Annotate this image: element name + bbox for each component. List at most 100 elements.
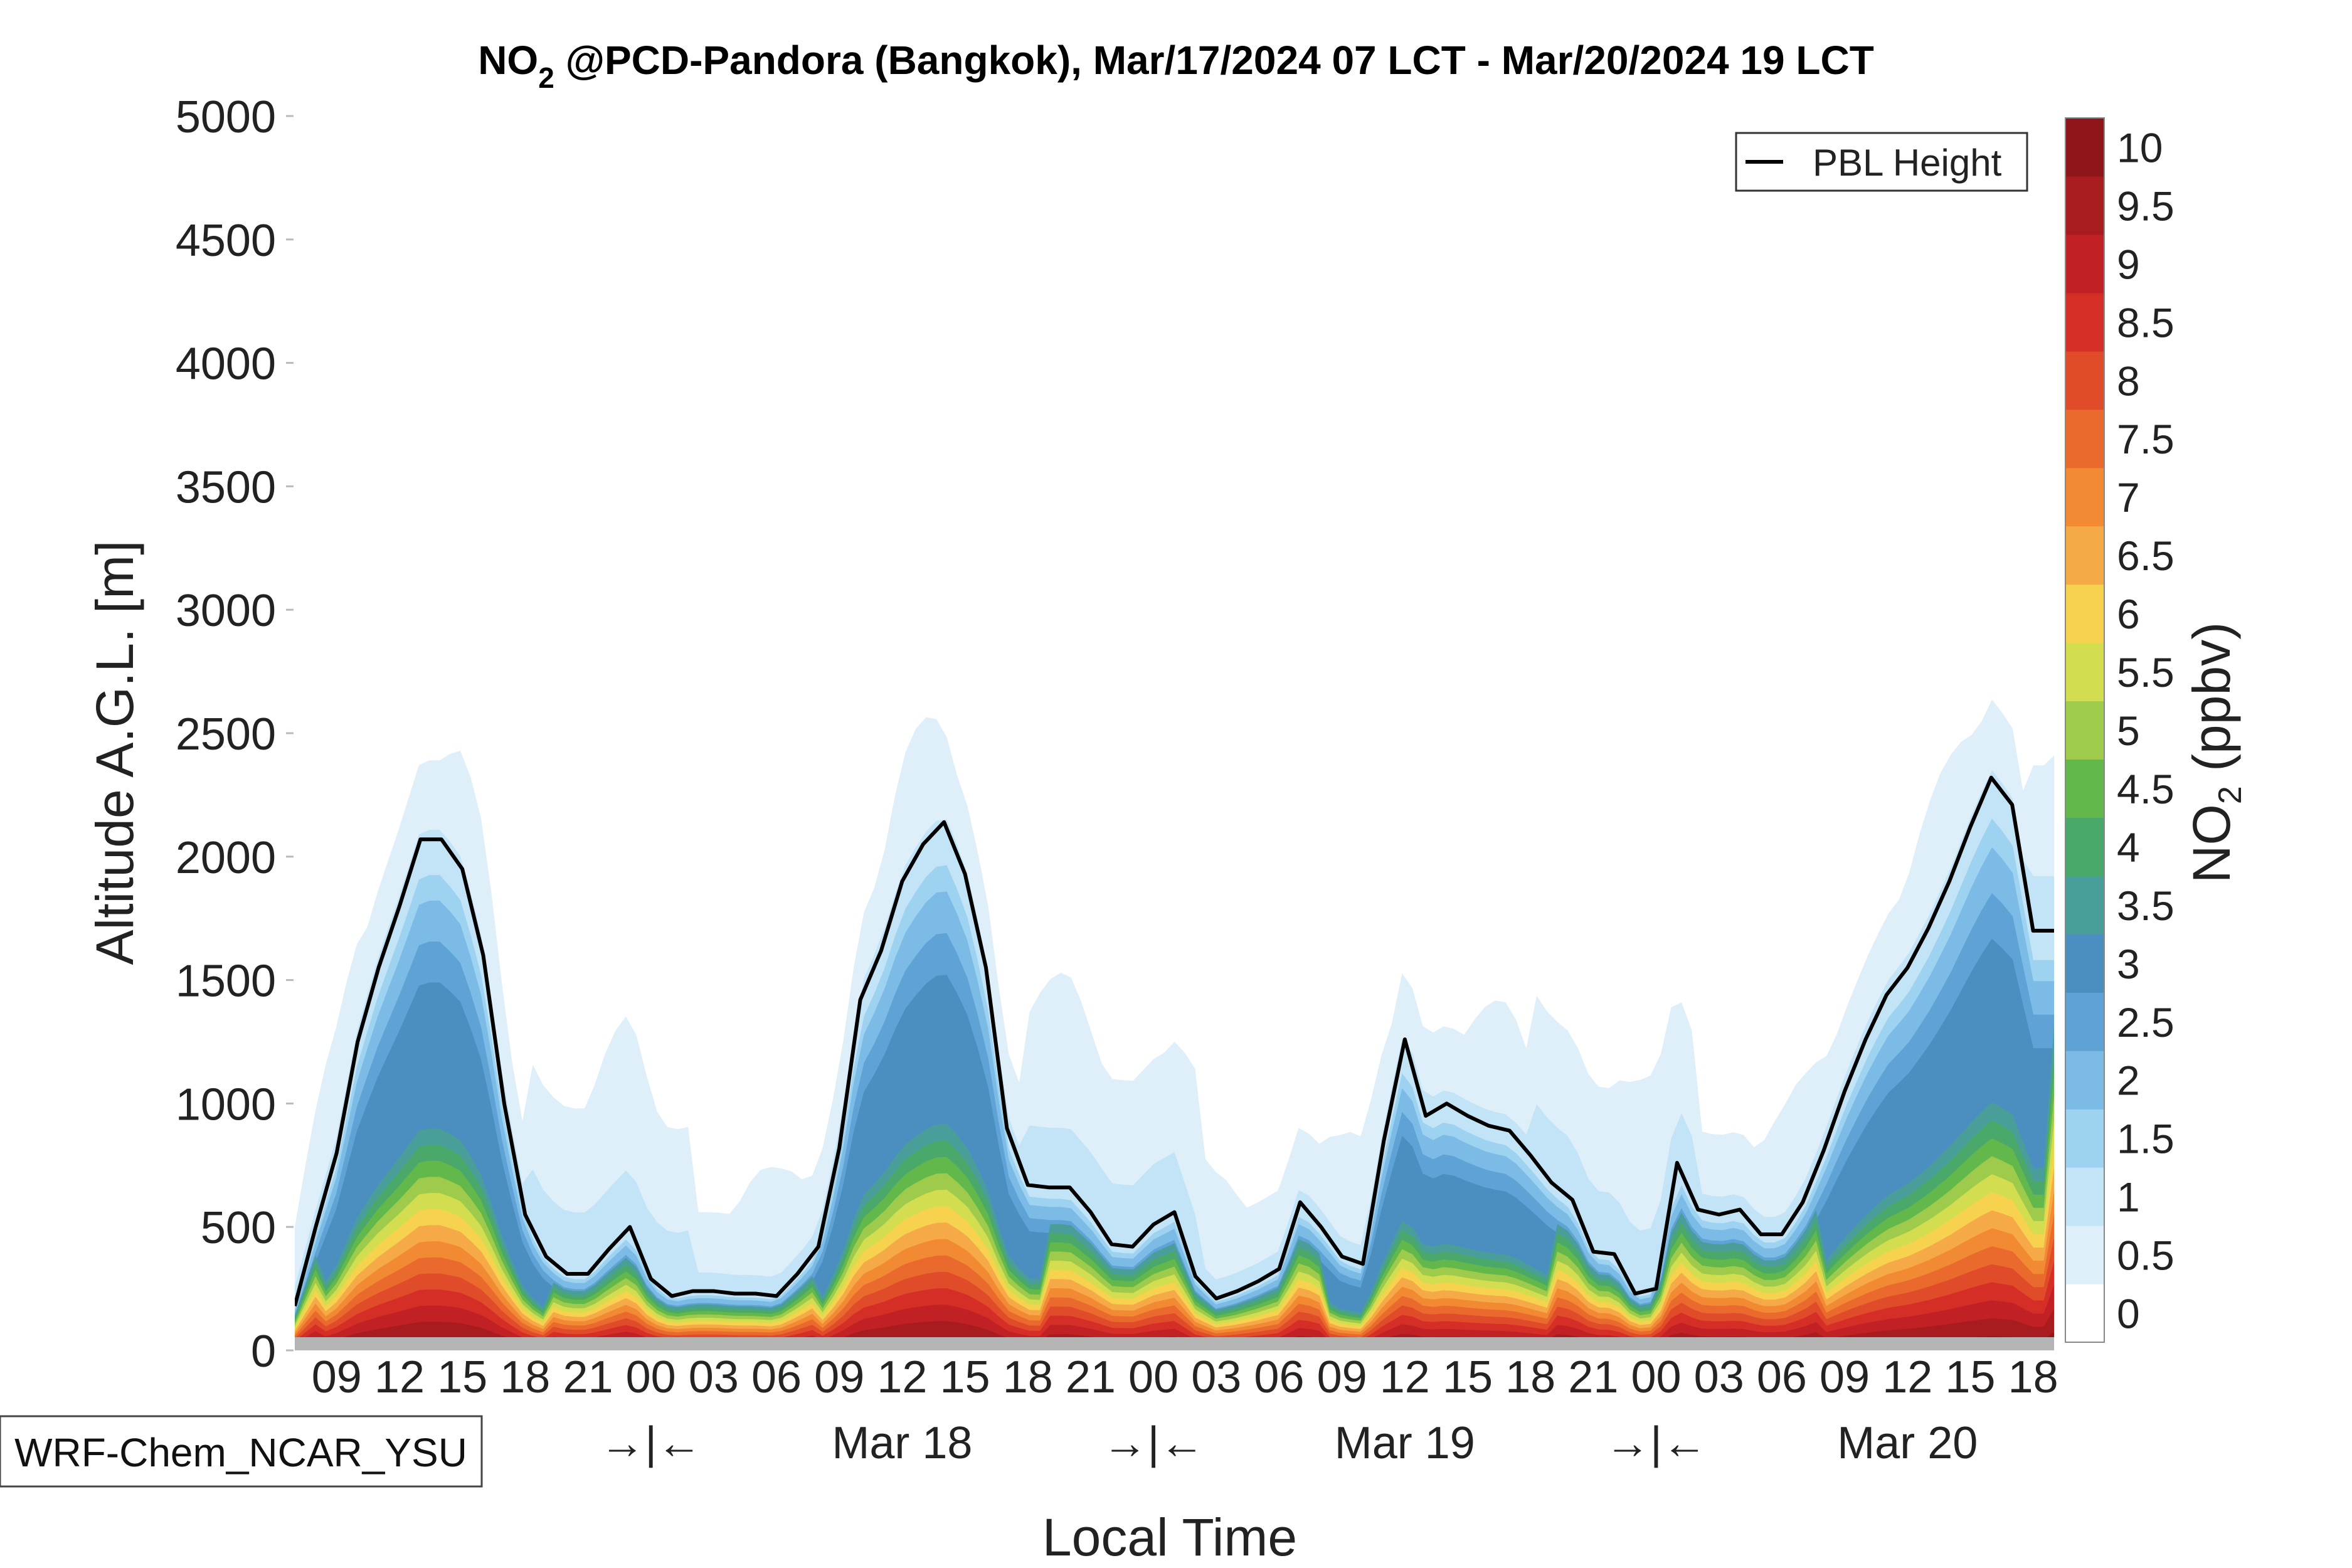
x-tick-label: 18 — [500, 1352, 550, 1402]
colorbar-band — [2065, 526, 2104, 585]
colorbar-band — [2065, 934, 2104, 993]
x-tick-label: 06 — [751, 1352, 802, 1402]
x-tick-label: 12 — [1882, 1352, 1932, 1402]
y-tick-label: 3000 — [176, 586, 276, 636]
no2-contour-fill — [295, 699, 2054, 1350]
y-tick-label: 4000 — [176, 339, 276, 389]
colorbar-tick-label: 5.5 — [2117, 649, 2175, 696]
y-tick-label: 2000 — [176, 833, 276, 883]
pbl-height-line — [295, 775, 2054, 1306]
contour-band-2 — [295, 770, 2054, 1350]
legend-box — [1735, 132, 2028, 192]
x-tick-label: 15 — [1945, 1352, 1995, 1402]
x-tick-label: 12 — [374, 1352, 425, 1402]
x-tick-label: 15 — [437, 1352, 487, 1402]
x-tick-label: 09 — [814, 1352, 864, 1402]
y-tick-label: 1000 — [176, 1079, 276, 1130]
y-tick-label: 3500 — [176, 462, 276, 512]
colorbar-tick-label: 5 — [2117, 707, 2140, 754]
colorbar-tick-label: 8.5 — [2117, 299, 2175, 346]
colorbar-band — [2065, 701, 2104, 760]
colorbar-band — [2065, 1226, 2104, 1285]
colorbar-band — [2065, 1109, 2104, 1168]
day-marker-label: Mar 19 — [1335, 1418, 1475, 1468]
colorbar-band — [2065, 351, 2104, 410]
colorbar-band — [2065, 817, 2104, 876]
x-tick-label: 18 — [2008, 1352, 2058, 1402]
chart-title: NO2 @PCD-Pandora (Bangkok), Mar/17/2024 … — [478, 38, 1874, 94]
colorbar-tick-label: 1.5 — [2117, 1116, 2175, 1162]
legend-pbl-label: PBL Height — [1813, 142, 2002, 184]
x-tick-label: 21 — [1066, 1352, 1116, 1402]
y-tick-label: 1500 — [176, 956, 276, 1007]
day-marker-label: Mar 18 — [832, 1418, 972, 1468]
colorbar-tick-label: 7.5 — [2117, 416, 2175, 462]
colorbar-tick-label: 0.5 — [2117, 1232, 2175, 1279]
x-tick-label: 03 — [689, 1352, 739, 1402]
day-markers: →|← Mar 18 →|← Mar 19 →|← Mar 20 — [600, 1418, 1978, 1468]
colorbar-band — [2065, 1284, 2104, 1343]
day-marker-label: →|← — [600, 1418, 702, 1468]
ground-band — [295, 1337, 2054, 1350]
colorbar-band — [2065, 467, 2104, 527]
x-tick-label: 00 — [1631, 1352, 1681, 1402]
x-tick-label: 12 — [877, 1352, 927, 1402]
x-axis: 09 12 15 18 21 00 03 06 09 12 15 18 21 00 03 06 09 12 15 18… — [312, 1352, 2058, 1402]
colorbar-tick-label: 0 — [2117, 1291, 2140, 1337]
day-marker-label: Mar 20 — [1837, 1418, 1978, 1468]
colorbar-tick-label: 6 — [2117, 591, 2140, 637]
colorbar-band — [2065, 176, 2104, 235]
colorbar-band — [2065, 234, 2104, 294]
colorbar-band — [2065, 118, 2104, 177]
y-axis-label: Altitude A.G.L. [m] — [85, 541, 144, 965]
colorbar-tick-label: 9.5 — [2117, 183, 2175, 229]
x-tick-label: 09 — [1317, 1352, 1367, 1402]
x-tick-label: 00 — [626, 1352, 676, 1402]
x-tick-label: 18 — [1003, 1352, 1053, 1402]
colorbar-tick-label: 3 — [2117, 941, 2140, 987]
x-tick-label: 06 — [1757, 1352, 1807, 1402]
colorbar: 0 0.5 1 1.5 2 2.5 3 3.5 4 4.5 5 5.5 6 6.5 7 7.5 8 8.5 9 9.5… — [2065, 117, 2175, 1343]
model-label: WRF-Chem_NCAR_YSU — [0, 1415, 483, 1488]
x-tick-label: 15 — [1443, 1352, 1493, 1402]
y-tick-label: 500 — [201, 1203, 276, 1253]
legend: PBL Height — [1735, 132, 2028, 192]
y-tick-label: 4500 — [176, 216, 276, 266]
colorbar-tick-label: 1 — [2117, 1174, 2140, 1221]
day-marker-label: →|← — [1103, 1418, 1205, 1468]
contour-band-1 — [295, 699, 2054, 1350]
colorbar-band — [2065, 642, 2104, 702]
colorbar-tick-label: 9 — [2117, 241, 2140, 287]
colorbar-tick-label: 4.5 — [2117, 766, 2175, 812]
x-tick-label: 00 — [1128, 1352, 1179, 1402]
x-tick-label: 21 — [1568, 1352, 1618, 1402]
x-tick-label: 03 — [1191, 1352, 1241, 1402]
model-label-box — [0, 1415, 483, 1488]
day-marker-label: →|← — [1605, 1418, 1707, 1468]
colorbar-band — [2065, 759, 2104, 818]
colorbar-tick-label: 2 — [2117, 1057, 2140, 1104]
model-label-text: WRF-Chem_NCAR_YSU — [14, 1430, 467, 1475]
colorbar-band — [2065, 876, 2104, 935]
x-tick-label: 12 — [1380, 1352, 1430, 1402]
colorbar-band — [2065, 409, 2104, 469]
colorbar-band — [2065, 992, 2104, 1051]
colorbar-tick-label: 10 — [2117, 124, 2163, 171]
x-tick-label: 21 — [563, 1352, 613, 1402]
x-tick-label: 06 — [1254, 1352, 1304, 1402]
y-tick-label: 5000 — [176, 92, 276, 142]
colorbar-tick-label: 3.5 — [2117, 882, 2175, 929]
colorbar-band — [2065, 584, 2104, 644]
colorbar-tick-label: 2.5 — [2117, 999, 2175, 1046]
x-axis-label: Local Time — [1042, 1508, 1297, 1567]
colorbar-band — [2065, 1051, 2104, 1110]
x-tick-label: 09 — [1820, 1352, 1870, 1402]
colorbar-frame — [2065, 117, 2105, 1343]
colorbar-tick-label: 7 — [2117, 474, 2140, 521]
plot-area — [295, 699, 2054, 1350]
y-tick-label: 0 — [251, 1327, 276, 1377]
x-tick-label: 03 — [1694, 1352, 1744, 1402]
colorbar-band — [2065, 292, 2104, 352]
colorbar-tick-label: 8 — [2117, 358, 2140, 404]
